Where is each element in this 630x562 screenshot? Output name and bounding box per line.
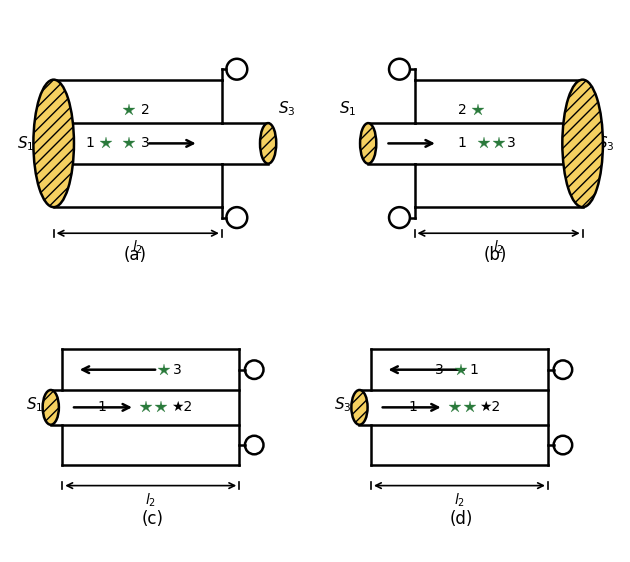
Text: 3: 3 <box>507 137 516 151</box>
Text: 1: 1 <box>97 400 106 414</box>
Text: 3: 3 <box>140 137 149 151</box>
Text: $S_1$: $S_1$ <box>339 99 357 118</box>
Text: 1: 1 <box>409 400 418 414</box>
Ellipse shape <box>360 123 376 164</box>
Ellipse shape <box>352 390 367 425</box>
Text: (d): (d) <box>449 510 472 528</box>
Text: $S_3$: $S_3$ <box>335 395 352 414</box>
Ellipse shape <box>563 80 603 207</box>
Text: 2: 2 <box>140 103 149 117</box>
Text: $S_1$: $S_1$ <box>26 395 43 414</box>
Text: $S_1$: $S_1$ <box>17 134 35 153</box>
Text: $l_2$: $l_2$ <box>454 491 465 509</box>
Text: 1: 1 <box>469 362 478 377</box>
Text: ★2: ★2 <box>171 400 192 414</box>
Text: ★2: ★2 <box>479 400 501 414</box>
Text: (c): (c) <box>141 510 163 528</box>
Text: $S_3$: $S_3$ <box>278 99 295 118</box>
Text: $l_2$: $l_2$ <box>146 491 156 509</box>
Text: 3: 3 <box>173 362 181 377</box>
Ellipse shape <box>260 123 276 164</box>
Text: 1: 1 <box>86 137 94 151</box>
Text: $l_2$: $l_2$ <box>493 239 504 256</box>
Text: (b): (b) <box>484 246 507 264</box>
Text: 2: 2 <box>458 103 467 117</box>
Ellipse shape <box>33 80 74 207</box>
Text: $l_2$: $l_2$ <box>132 239 143 256</box>
Text: $S_3$: $S_3$ <box>597 134 615 153</box>
Text: 3: 3 <box>435 362 444 377</box>
Text: (a): (a) <box>123 246 146 264</box>
Text: 1: 1 <box>458 137 467 151</box>
Ellipse shape <box>43 390 59 425</box>
